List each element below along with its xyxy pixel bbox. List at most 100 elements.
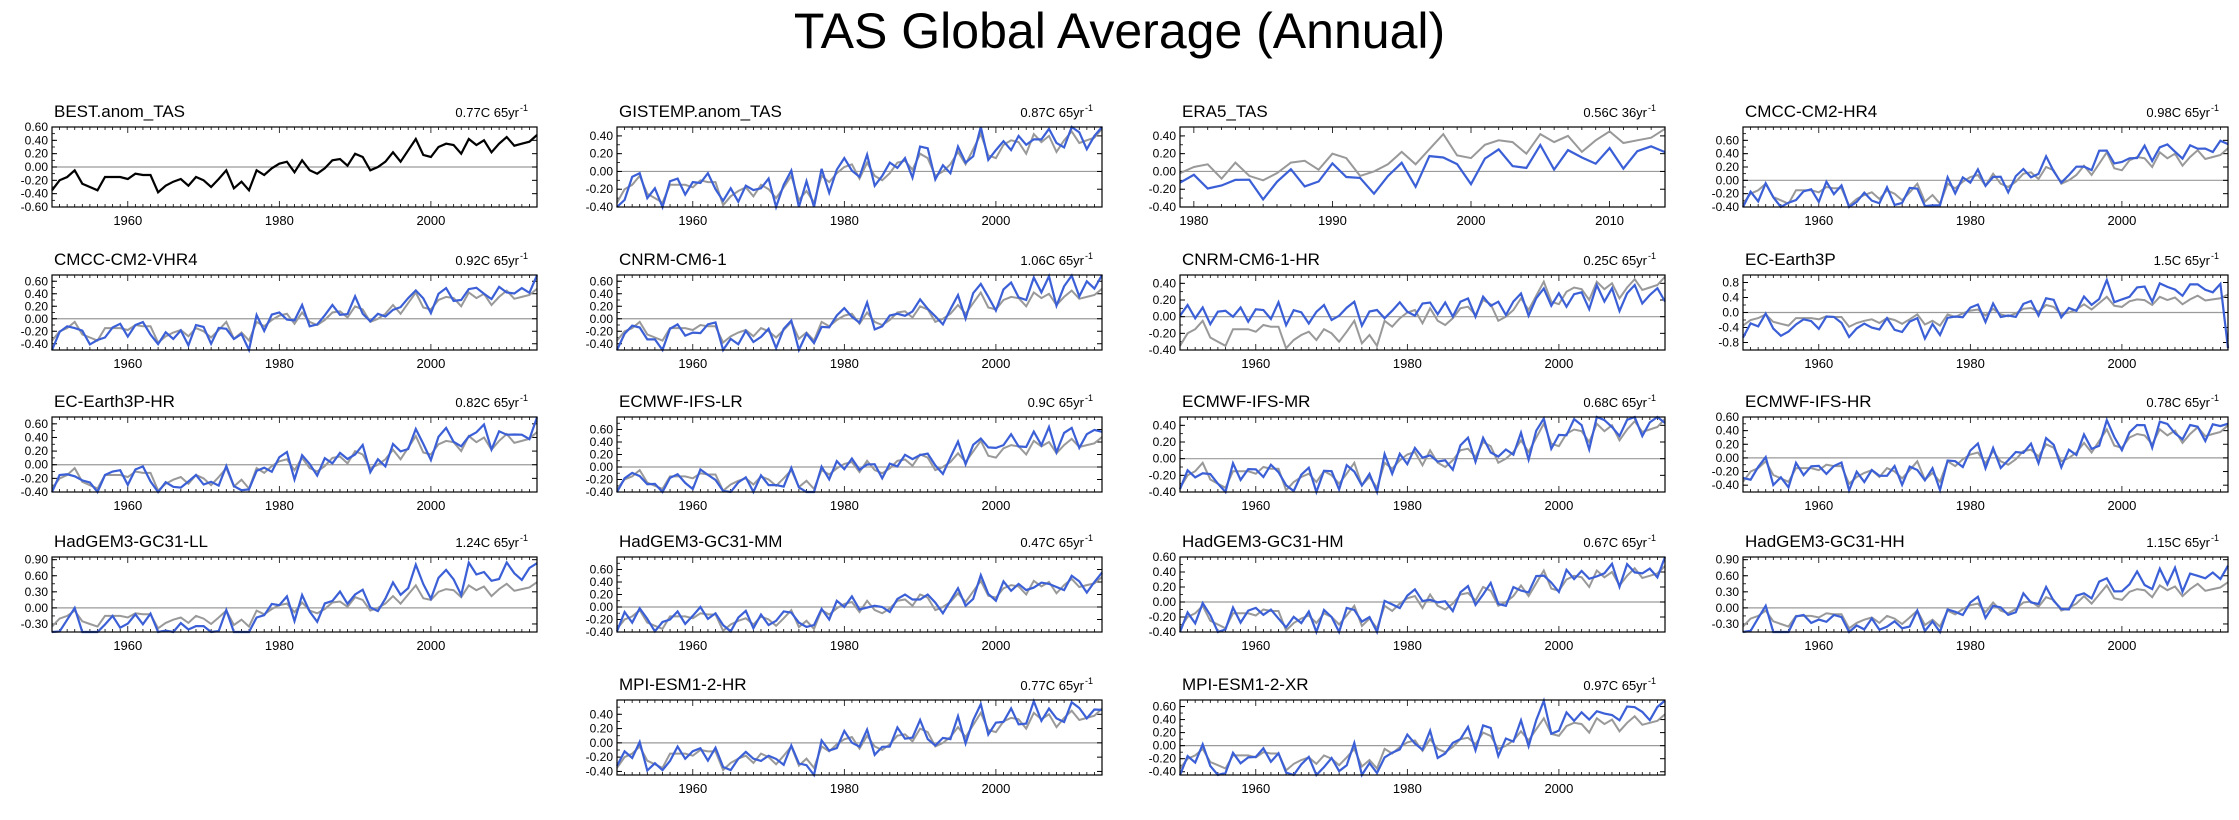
x-tick-label: 1980 [830,781,859,796]
y-tick-label: -0.20 [1149,326,1177,340]
panel-title: CMCC-CM2-HR4 [1745,102,1877,121]
panel-hadgem3-gc31-hm: HadGEM3-GC31-HM 0.67C 65yr -1 -0.40-0.200.0… [1149,532,1667,653]
x-tick-label: 2000 [1544,638,1573,653]
trend-label: 1.06C 65yr [1020,253,1084,268]
trend-exponent: -1 [520,103,528,113]
panel-frame [51,126,538,208]
panel-frame [51,274,538,351]
x-tick-label: 2000 [2107,638,2136,653]
reference-line [616,128,1103,208]
y-tick-label: 0.20 [25,299,49,313]
trend-exponent: -1 [2211,393,2219,403]
panel-ecmwf-ifs-lr: ECMWF-IFS-LR 0.9C 65yr -1 -0.40-0.200.000.2… [586,392,1103,513]
x-tick-label: 1980 [1956,638,1985,653]
trend-label: 0.56C 36yr [1583,105,1647,120]
y-tick-label: -0.40 [586,764,614,778]
y-tick-label: -0.40 [586,200,614,214]
x-tick-label: 1960 [1241,638,1270,653]
y-tick-label: 0.00 [25,601,49,615]
x-tick-label: 1980 [1956,498,1985,513]
model-line [50,416,539,495]
panel-hadgem3-gc31-hh: HadGEM3-GC31-HH 1.15C 65yr -1 -0.30 0.00 0.30… [1712,532,2229,653]
x-tick-label: 1960 [1241,781,1270,796]
y-tick-label: -0.40 [21,187,49,201]
trend-label: 0.25C 65yr [1583,253,1647,268]
x-tick-label: 1980 [265,213,294,228]
panel-frame [1179,556,1666,633]
trend-exponent: -1 [1085,676,1093,686]
panel-mpi-esm1-2-xr: MPI-ESM1-2-XR 0.97C 65yr -1-0.40-0.200.000… [1149,675,1666,796]
panel-frame [51,416,538,493]
x-tick-label: 2000 [2107,213,2136,228]
y-tick-label: 0.90 [25,553,49,567]
y-tick-label: 0.0 [1722,306,1739,320]
x-tick-label: 1960 [1804,638,1833,653]
x-tick-label: 2000 [981,781,1010,796]
y-tick-label: 0.20 [1153,147,1177,161]
model-line [51,559,538,634]
observation-line [51,134,538,195]
y-tick-label: 0.40 [1153,713,1177,727]
y-tick-label: -0.20 [1712,187,1740,201]
y-tick-label: 0.40 [590,575,614,589]
x-tick-label: 1960 [113,638,142,653]
x-tick-label: 2000 [981,498,1010,513]
trend-label: 0.92C 65yr [455,253,519,268]
y-tick-label: 0.60 [25,120,49,134]
y-tick-label: -0.20 [586,324,614,338]
y-tick-label: -0.20 [586,473,614,487]
x-tick-label: 1980 [1393,498,1422,513]
y-tick-label: 0.90 [1716,553,1740,567]
panel-frame [616,274,1103,351]
y-tick-label: 0.00 [25,458,49,472]
y-tick-label: 0.60 [1716,133,1740,147]
y-tick-label: -0.20 [1712,465,1740,479]
y-tick-label: 0.20 [1153,293,1177,307]
panel-hadgem3-gc31-mm: HadGEM3-GC31-MM 0.47C 65yr -1 -0.40-0.200.0… [586,532,1103,653]
panel-title: HadGEM3-GC31-HM [1182,532,1344,551]
panel-title: CMCC-CM2-VHR4 [54,250,198,269]
y-tick-label: 0.00 [1716,601,1740,615]
y-tick-label: -0.20 [586,750,614,764]
reference-line [616,576,1103,633]
panel-title: MPI-ESM1-2-XR [1182,675,1309,694]
trend-exponent: -1 [520,251,528,261]
x-tick-label: 1980 [830,356,859,371]
y-tick-label: 0.20 [1153,435,1177,449]
x-tick-label: 1980 [1956,213,1985,228]
x-tick-label: 1980 [1179,213,1208,228]
panel-cnrm-cm6-1-hr: CNRM-CM6-1-HR 0.25C 65yr -1 -0.40 -0.20 0.00 0… [1149,250,1666,371]
y-tick-label: -0.40 [21,337,49,351]
y-tick-label: 0.30 [25,585,49,599]
panel-best-anom-tas: BEST.anom_TAS 0.77C 65yr -1 -0.60-0.40-0.20… [21,102,538,228]
reference-line [1742,581,2229,630]
y-tick-label: -0.60 [21,200,49,214]
x-tick-label: 1980 [1393,356,1422,371]
model-line [1742,276,2230,349]
panel-title: HadGEM3-GC31-MM [619,532,782,551]
x-tick-label: 1980 [1393,781,1422,796]
y-tick-label: 0.00 [25,312,49,326]
y-tick-label: 0.4 [1722,291,1739,305]
trend-exponent: -1 [1648,676,1656,686]
panel-title: HadGEM3-GC31-LL [54,532,208,551]
x-tick-label: 2000 [1544,356,1573,371]
y-tick-label: -0.4 [1718,321,1739,335]
panel-title: EC-Earth3P-HR [54,392,175,411]
trend-exponent: -1 [1648,393,1656,403]
panel-title: HadGEM3-GC31-HH [1745,532,1905,551]
reference-line [1179,418,1666,493]
y-tick-label: -0.40 [586,485,614,499]
trend-label: 0.9C 65yr [1028,395,1085,410]
panel-title: ECMWF-IFS-LR [619,392,743,411]
y-tick-label: -0.40 [1712,200,1740,214]
panel-frame [616,699,1103,776]
y-tick-label: 0.60 [1716,569,1740,583]
x-tick-label: 1960 [113,356,142,371]
panel-title: GISTEMP.anom_TAS [619,102,782,121]
panel-era5-tas: ERA5_TAS 0.56C 36yr -1 -0.40 -0.20 0.00 0.20 0.… [1149,102,1666,228]
panel-frame [616,556,1103,633]
x-tick-label: 1960 [678,498,707,513]
panel-cmcc-cm2-hr4: CMCC-CM2-HR4 0.98C 65yr -1-0.40-0.200.000.… [1712,102,2229,228]
model-line [616,125,1103,211]
